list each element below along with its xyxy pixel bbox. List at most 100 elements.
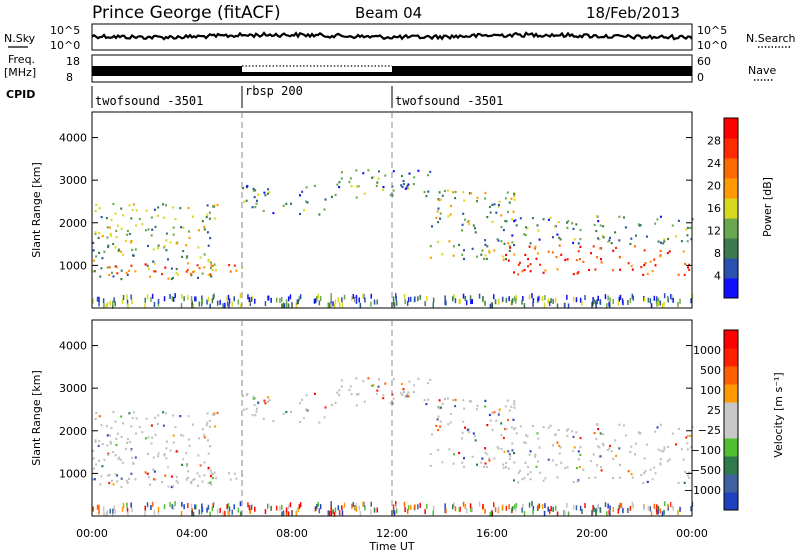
velocity-cell <box>338 394 341 397</box>
power-cell <box>262 209 265 212</box>
power-cell <box>500 214 503 217</box>
colorbar-frame <box>723 117 739 299</box>
power-cell <box>403 183 405 186</box>
velocity-cell <box>134 456 137 459</box>
power-cell <box>219 299 221 305</box>
power-cell <box>657 301 659 307</box>
velocity-cell <box>169 449 172 452</box>
velocity-cell <box>162 424 165 427</box>
velocity-cell <box>327 510 329 516</box>
velocity-cell <box>355 377 358 380</box>
velocity-cell <box>165 447 168 450</box>
power-cell <box>207 296 210 302</box>
velocity-cell <box>211 473 214 476</box>
velocity-cell <box>376 507 378 513</box>
velocity-cell <box>175 450 178 453</box>
velocity-cell <box>547 506 549 512</box>
power-cell <box>663 240 666 243</box>
velocity-cell <box>330 507 332 513</box>
velocity-cell <box>106 509 109 515</box>
power-cell <box>659 241 662 244</box>
power-cell <box>363 192 366 195</box>
power-cell <box>454 197 457 200</box>
velocity-cell <box>444 508 446 513</box>
power-cell <box>208 211 211 214</box>
power-cell <box>424 301 426 307</box>
velocity-cell <box>649 506 652 512</box>
velocity-cell <box>92 457 95 460</box>
power-cell <box>306 201 309 204</box>
velocity-cell <box>535 465 538 468</box>
power-cell <box>206 213 209 216</box>
power-cell <box>484 254 487 257</box>
power-cell <box>554 225 557 229</box>
velocity-cell <box>203 461 206 464</box>
velocity-cell <box>163 453 166 456</box>
power-cell <box>362 172 365 175</box>
velocity-cell <box>157 506 160 512</box>
velocity-cell <box>654 430 657 433</box>
velocity-cell <box>414 504 416 510</box>
velocity-cell <box>606 511 608 517</box>
velocity-cell <box>131 456 134 459</box>
colorbar-tick-label: 12 <box>707 225 721 238</box>
power-cell <box>336 183 339 186</box>
velocity-cell <box>287 504 290 510</box>
velocity-cell <box>210 469 212 472</box>
velocity-cell <box>572 504 575 510</box>
velocity-cell <box>542 426 545 429</box>
power-cell <box>213 204 216 207</box>
power-cell <box>174 293 176 299</box>
velocity-cell <box>337 505 340 511</box>
velocity-cell <box>348 388 351 392</box>
power-cell <box>558 236 561 239</box>
power-cell <box>493 294 495 300</box>
velocity-cell <box>247 502 249 508</box>
power-cell <box>122 295 125 300</box>
noise-panel <box>91 23 693 51</box>
velocity-cell <box>363 501 365 507</box>
velocity-cell <box>599 432 602 435</box>
velocity-cell <box>439 425 442 428</box>
power-cell <box>489 211 492 214</box>
power-cell <box>482 295 484 301</box>
velocity-cell <box>478 501 481 507</box>
power-cell <box>493 249 496 252</box>
power-cell <box>668 250 671 253</box>
power-cell <box>153 262 156 265</box>
power-cell <box>507 210 509 214</box>
power-cell <box>188 230 190 233</box>
velocity-cell <box>182 434 185 437</box>
power-cell <box>130 264 133 267</box>
colorbar-swatch <box>724 198 738 219</box>
velocity-cell <box>354 505 357 511</box>
power-cell <box>174 218 177 221</box>
velocity-cell <box>406 393 409 396</box>
power-cell <box>164 266 167 269</box>
power-cell <box>94 231 97 234</box>
power-cell <box>207 274 210 277</box>
velocity-cell <box>461 437 463 440</box>
velocity-cell <box>488 413 491 417</box>
power-cell <box>354 297 357 303</box>
power-cell <box>209 273 212 276</box>
power-cell <box>355 298 358 304</box>
power-cell <box>631 268 634 271</box>
power-cell <box>124 239 127 243</box>
velocity-cell <box>504 405 507 408</box>
power-cell <box>375 184 378 188</box>
power-cell <box>453 245 455 248</box>
power-cell <box>627 300 629 305</box>
velocity-cell <box>254 506 256 512</box>
velocity-cell <box>538 503 541 509</box>
power-cell <box>491 203 494 206</box>
y-tick-label: 3000 <box>59 174 87 187</box>
power-cell <box>99 275 102 278</box>
power-cell <box>181 255 184 258</box>
velocity-cell <box>233 504 235 510</box>
velocity-cell <box>667 503 669 509</box>
colorbar-swatch <box>724 258 738 279</box>
velocity-cell <box>392 504 395 510</box>
velocity-cell <box>620 503 623 508</box>
